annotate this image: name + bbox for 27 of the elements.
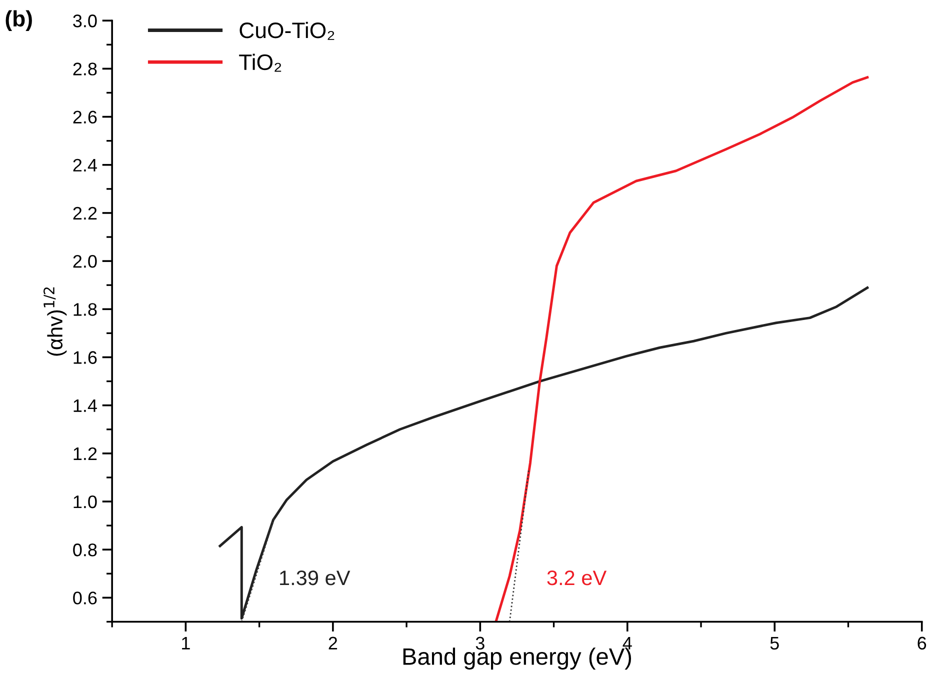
y-tick-label: 0.6 [73, 592, 97, 604]
legend-label: CuO-TiO₂ [240, 22, 334, 40]
y-tick-label: 2.6 [73, 110, 97, 124]
y-tick-label: 2.8 [73, 62, 97, 76]
x-tick-label: 1 [182, 636, 190, 650]
x-tick-label: 6 [918, 636, 926, 650]
y-tick-label: 2.0 [73, 254, 97, 268]
line-series [494, 76, 869, 622]
y-tick-label: 1.0 [74, 495, 97, 508]
y-tick-label: 1.8 [74, 303, 97, 316]
y-tick-label: 1.6 [74, 351, 97, 364]
x-tick-label: 4 [622, 636, 632, 650]
annotation: 1.39 eV [280, 570, 350, 586]
y-tick-label: 3.0 [73, 14, 97, 28]
y-tick-label: 1.2 [74, 447, 97, 460]
text: (b) [6, 10, 32, 31]
x-tick-label: 2 [328, 636, 338, 650]
legend-label: TiO₂ [239, 54, 282, 72]
x-tick-label: 5 [770, 636, 779, 650]
line-series [218, 286, 869, 620]
x-tick-label: 3 [476, 636, 484, 650]
y-tick-label: 2.4 [73, 158, 97, 172]
annotation: 3.2 eV [547, 570, 607, 586]
y-tick-label: 1.4 [74, 399, 97, 412]
y-tick-label: 2.2 [73, 206, 97, 220]
y-tick-label: 0.8 [73, 544, 97, 556]
y-axis-title: (αhv)$^{1/2}$ [44, 287, 67, 356]
